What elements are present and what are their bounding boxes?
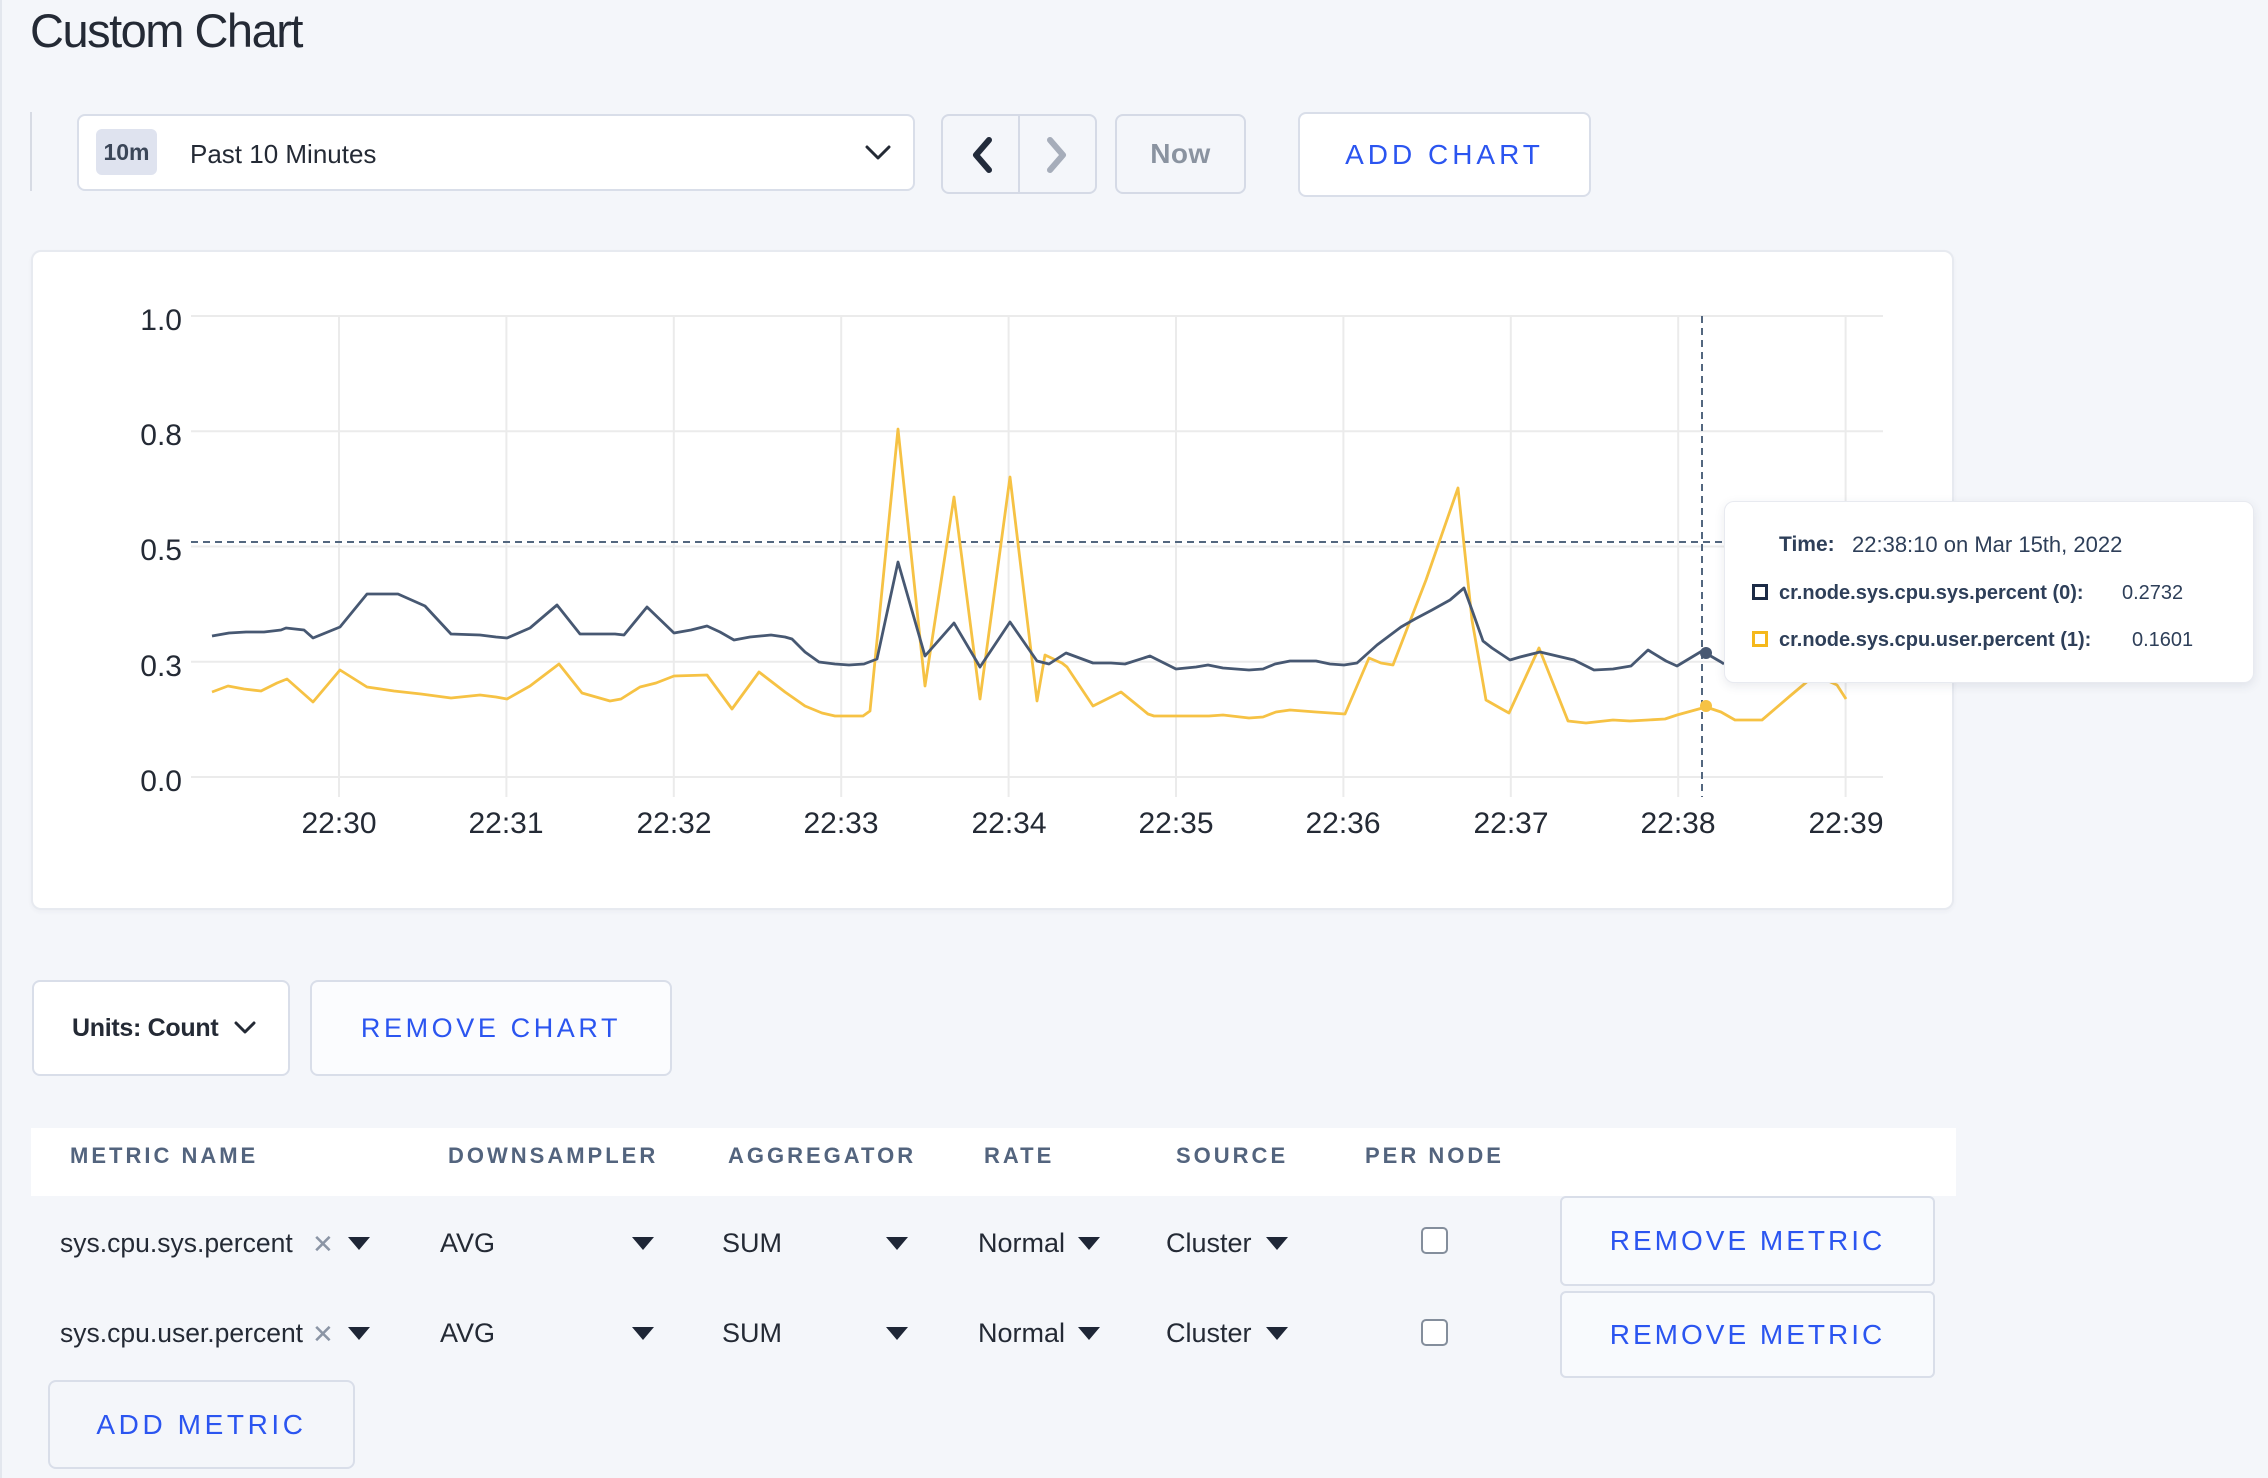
svg-text:22:38: 22:38 <box>1640 807 1715 840</box>
svg-text:22:33: 22:33 <box>803 807 878 840</box>
svg-text:0.3: 0.3 <box>140 650 182 683</box>
svg-text:0.8: 0.8 <box>140 419 182 452</box>
svg-text:22:36: 22:36 <box>1305 807 1380 840</box>
svg-text:22:30: 22:30 <box>301 807 376 840</box>
svg-text:1.0: 1.0 <box>140 304 182 337</box>
svg-text:22:31: 22:31 <box>468 807 543 840</box>
svg-text:22:35: 22:35 <box>1138 807 1213 840</box>
svg-text:22:37: 22:37 <box>1473 807 1548 840</box>
svg-text:0.0: 0.0 <box>140 765 182 798</box>
svg-text:22:34: 22:34 <box>971 807 1046 840</box>
svg-text:22:32: 22:32 <box>636 807 711 840</box>
svg-text:22:39: 22:39 <box>1808 807 1883 840</box>
svg-text:0.5: 0.5 <box>140 534 182 567</box>
